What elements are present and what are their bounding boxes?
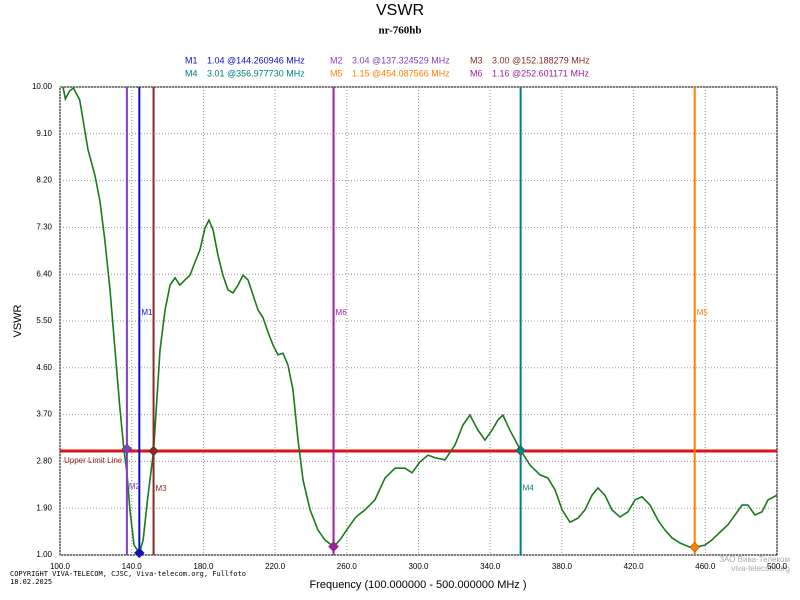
chart-subtitle: nr-760hb bbox=[379, 25, 422, 37]
x-tick-label: 380.0 bbox=[552, 562, 573, 571]
chart-title: VSWR bbox=[376, 2, 424, 19]
marker-tag: M4 bbox=[523, 484, 535, 493]
legend-name: M4 bbox=[185, 68, 198, 78]
legend-value: 1.16 @252.601171 MHz bbox=[492, 68, 590, 78]
limit-label: Upper Limit Line bbox=[64, 456, 123, 465]
x-tick-label: 340.0 bbox=[480, 562, 501, 571]
copyright: COPYRIGHT VIVA-TELECOM, CJSC, Viva-telec… bbox=[10, 570, 246, 578]
x-tick-label: 220.0 bbox=[265, 562, 286, 571]
marker-point bbox=[515, 445, 526, 456]
y-tick-label: 5.50 bbox=[36, 316, 52, 325]
x-tick-label: 420.0 bbox=[624, 562, 645, 571]
x-axis-label: Frequency (100.000000 - 500.000000 MHz ) bbox=[309, 579, 526, 591]
y-tick-label: 9.10 bbox=[36, 129, 52, 138]
x-tick-label: 140.0 bbox=[122, 562, 143, 571]
marker-tag: M3 bbox=[156, 484, 168, 493]
marker-point bbox=[148, 445, 159, 457]
legend-value: 1.15 @454.087566 MHz bbox=[352, 68, 450, 78]
legend-value: 3.04 @137.324529 MHz bbox=[352, 55, 450, 65]
x-tick-label: 100.0 bbox=[50, 562, 71, 571]
x-tick-label: 460.0 bbox=[695, 562, 716, 571]
legend-name: M1 bbox=[185, 55, 198, 65]
x-tick-label: 300.0 bbox=[408, 562, 429, 571]
legend-name: M6 bbox=[470, 68, 483, 78]
trace-line bbox=[62, 87, 777, 555]
marker-point bbox=[689, 541, 701, 553]
marker-tag: M5 bbox=[697, 308, 709, 317]
legend-name: M5 bbox=[330, 68, 343, 78]
marker-point bbox=[328, 541, 339, 553]
legend-value: 3.01 @356.977730 MHz bbox=[207, 68, 305, 78]
legend-value: 3.00 @152.188279 MHz bbox=[492, 55, 590, 65]
x-tick-label: 260.0 bbox=[337, 562, 358, 571]
legend-name: M2 bbox=[330, 55, 343, 65]
y-tick-label: 8.20 bbox=[36, 176, 52, 185]
plot-area bbox=[60, 87, 777, 555]
x-tick-label: 500.0 bbox=[767, 562, 788, 571]
y-tick-label: 3.70 bbox=[36, 410, 52, 419]
y-tick-label: 1.90 bbox=[36, 503, 52, 512]
marker-tag: M2 bbox=[129, 482, 141, 491]
watermark: ЗАО Вива-Телеком bbox=[719, 555, 790, 564]
y-tick-label: 1.00 bbox=[36, 550, 52, 559]
x-tick-label: 180.0 bbox=[193, 562, 214, 571]
date: 18.02.2025 bbox=[10, 578, 52, 586]
marker-tag: M1 bbox=[141, 308, 153, 317]
y-tick-label: 7.30 bbox=[36, 223, 52, 232]
y-tick-label: 6.40 bbox=[36, 269, 52, 278]
marker-point bbox=[133, 547, 145, 559]
marker-tag: M6 bbox=[336, 308, 348, 317]
y-tick-label: 10.00 bbox=[32, 82, 53, 91]
y-tick-label: 2.80 bbox=[36, 457, 52, 466]
y-tick-label: 4.60 bbox=[36, 363, 52, 372]
legend-value: 1.04 @144.260946 MHz bbox=[207, 55, 305, 65]
marker-point bbox=[121, 443, 133, 455]
y-axis-label: VSWR bbox=[12, 304, 24, 337]
watermark: viva-telecom.org bbox=[731, 564, 790, 573]
legend-name: M3 bbox=[470, 55, 483, 65]
